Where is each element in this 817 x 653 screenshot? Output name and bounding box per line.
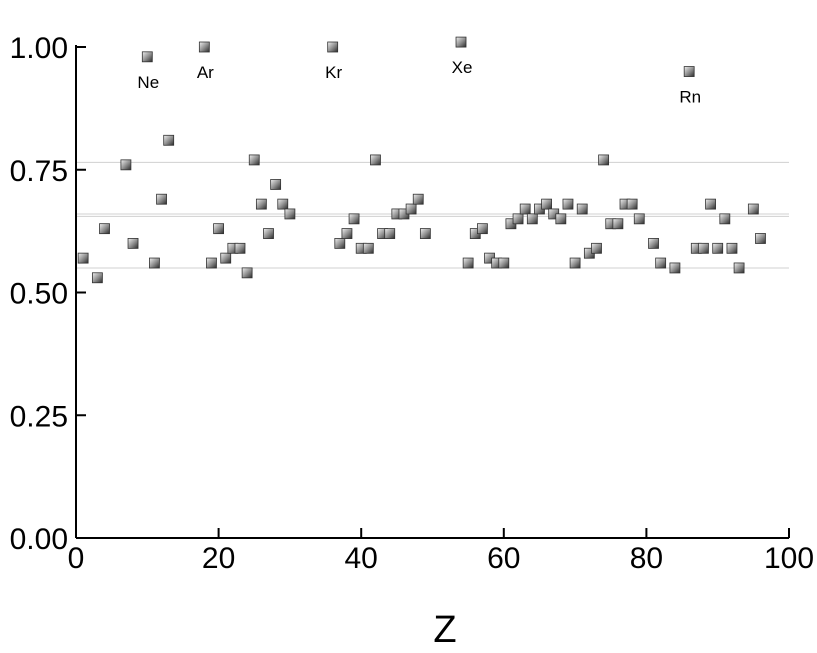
data-point	[519, 203, 531, 215]
data-point	[384, 228, 396, 239]
x-tick-label: 80	[630, 542, 663, 575]
data-point	[598, 154, 610, 166]
x-axis-title: Z	[433, 609, 456, 651]
y-tick-label: 1.00	[10, 32, 68, 65]
annotation-label: Ne	[137, 73, 159, 92]
y-tick-label: 0.25	[10, 400, 68, 433]
data-point	[234, 242, 246, 254]
data-point	[263, 228, 274, 239]
data-point	[576, 203, 588, 215]
data-point	[99, 223, 110, 235]
data-point	[91, 272, 103, 284]
x-tick-label: 100	[764, 542, 814, 575]
data-point	[370, 154, 381, 166]
data-point	[541, 198, 552, 210]
data-point	[726, 242, 738, 254]
data-point	[348, 213, 360, 225]
data-point	[669, 262, 681, 274]
data-point	[419, 228, 431, 239]
data-point	[248, 154, 260, 166]
data-point	[220, 252, 232, 264]
annotation-label: Kr	[325, 63, 342, 82]
data-point	[270, 179, 282, 190]
annotation-label: Rn	[679, 88, 701, 107]
data-point	[127, 237, 139, 249]
data-point	[241, 267, 253, 279]
data-point	[77, 252, 89, 264]
data-point	[719, 213, 731, 225]
data-point	[526, 213, 538, 225]
data-point	[156, 193, 167, 205]
data-point	[141, 51, 153, 63]
data-point	[733, 262, 745, 274]
reference-lines	[76, 161, 789, 269]
axes: 0 20 40 60 80 100 0.00 0.25 0.50 0.75 1.00	[10, 32, 814, 575]
data-point	[683, 66, 695, 77]
data-point	[612, 218, 624, 230]
data-point	[562, 198, 574, 210]
data-point	[569, 257, 581, 269]
data-point	[512, 213, 524, 225]
data-point	[412, 193, 424, 205]
data-point	[648, 237, 659, 249]
data-point	[362, 242, 374, 254]
data-point	[327, 41, 339, 53]
annotation-label: Ar	[197, 63, 214, 82]
data-point	[455, 36, 467, 48]
data-point	[712, 242, 724, 254]
x-tick-label: 20	[202, 542, 235, 575]
data-point	[591, 242, 602, 254]
data-point	[284, 208, 296, 220]
data-point	[462, 257, 474, 269]
data-point	[334, 237, 346, 249]
data-point	[120, 159, 132, 171]
data-point	[626, 198, 638, 210]
annotations: Ne Ar Kr Xe Rn	[137, 58, 701, 106]
data-point	[405, 203, 417, 215]
data-points	[77, 36, 766, 284]
x-tick-label: 40	[345, 542, 378, 575]
data-point	[498, 257, 510, 269]
data-point	[198, 41, 210, 53]
y-tick-label: 0.00	[10, 523, 68, 556]
data-point	[341, 228, 353, 239]
data-point	[477, 223, 488, 235]
data-point	[755, 233, 766, 244]
data-point	[277, 198, 289, 210]
data-point	[206, 257, 217, 269]
annotation-label: Xe	[452, 58, 473, 77]
data-point	[555, 213, 567, 225]
y-tick-label: 0.75	[10, 155, 68, 188]
data-point	[255, 198, 267, 210]
data-point	[149, 257, 160, 269]
data-point	[213, 223, 225, 235]
x-tick-label: 60	[487, 542, 520, 575]
data-point	[747, 203, 759, 215]
data-point	[633, 213, 645, 225]
data-point	[705, 198, 716, 210]
data-point	[655, 257, 667, 269]
x-tick-label: 0	[68, 542, 85, 575]
data-point	[698, 242, 709, 254]
data-point	[163, 134, 175, 146]
y-tick-label: 0.50	[10, 278, 68, 311]
